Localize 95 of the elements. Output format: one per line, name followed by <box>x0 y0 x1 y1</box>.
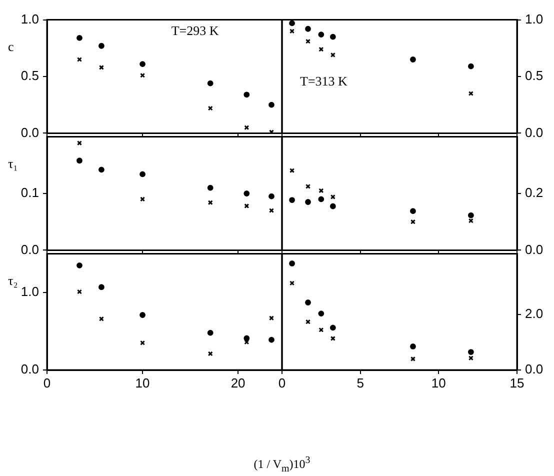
y-tick-label: 0.5 <box>20 68 39 84</box>
point <box>305 300 311 306</box>
y-tick-label: 2.0 <box>525 306 544 322</box>
point <box>244 203 250 208</box>
y-tick-label: 0.2 <box>525 185 544 200</box>
point <box>268 208 274 214</box>
point <box>290 280 295 286</box>
point <box>468 212 474 218</box>
point <box>76 262 82 268</box>
point <box>76 56 82 62</box>
point <box>318 310 324 317</box>
y-axis-title: τ₁ <box>8 156 18 172</box>
point <box>318 46 324 52</box>
point <box>330 336 336 341</box>
point <box>140 312 146 318</box>
x-tick-label: 0 <box>278 375 286 390</box>
y-tick-label: 0.0 <box>20 362 39 377</box>
x-tick-label: 5 <box>356 375 364 390</box>
x-tick-label: 10 <box>135 375 150 390</box>
point <box>330 203 336 210</box>
point <box>244 335 250 342</box>
point <box>468 90 474 96</box>
point <box>244 92 250 98</box>
y-tick-label: 1.0 <box>525 11 544 26</box>
y-axis-title: c <box>8 39 14 54</box>
point <box>289 197 295 203</box>
x-tick-label: 0 <box>43 375 51 390</box>
point <box>410 219 416 224</box>
point <box>140 340 146 346</box>
point <box>305 199 311 205</box>
point <box>244 125 250 130</box>
point <box>289 20 295 26</box>
point <box>76 158 82 164</box>
point <box>290 28 295 34</box>
point <box>330 52 336 58</box>
point <box>268 102 274 108</box>
point <box>468 63 474 70</box>
point <box>289 260 295 266</box>
point <box>244 190 250 196</box>
point <box>410 344 416 350</box>
point <box>140 196 146 202</box>
y-tick-label: 0.1 <box>20 185 39 200</box>
point <box>140 72 146 78</box>
y-tick-label: 0.0 <box>525 242 544 257</box>
annotation: T=293 K <box>171 23 220 38</box>
point <box>76 289 82 294</box>
point <box>140 171 146 178</box>
point <box>410 356 416 362</box>
point <box>318 327 324 332</box>
point <box>468 349 474 355</box>
point <box>208 351 213 356</box>
point <box>468 356 474 361</box>
x-axis-title: (1 / V$_{m}$)10$^{3}$ <box>254 455 310 474</box>
x-tick-label: 15 <box>510 375 524 390</box>
point <box>207 184 214 191</box>
point <box>268 336 274 343</box>
point <box>318 188 324 194</box>
y-tick-label: 0.0 <box>20 242 39 257</box>
y-tick-label: 0.0 <box>525 124 544 140</box>
point <box>318 196 324 202</box>
point <box>98 284 104 290</box>
point <box>268 316 274 321</box>
point <box>305 319 311 324</box>
y-tick-label: 1.0 <box>20 11 39 26</box>
y-tick-label: 0.0 <box>525 362 544 377</box>
point <box>208 106 213 111</box>
point <box>98 316 104 322</box>
point <box>76 140 82 146</box>
annotation: T=313 K <box>300 74 348 89</box>
point <box>330 34 336 40</box>
point <box>410 208 416 214</box>
point <box>207 330 214 336</box>
point <box>330 194 336 200</box>
point <box>305 38 311 44</box>
y-tick-label: 0.5 <box>525 68 544 84</box>
point <box>98 64 104 70</box>
point <box>208 200 213 206</box>
x-tick-label: 20 <box>230 375 246 390</box>
point <box>318 32 324 38</box>
point <box>305 184 311 189</box>
point <box>268 193 274 200</box>
point <box>140 61 146 67</box>
point <box>76 34 82 41</box>
point <box>98 166 104 173</box>
y-tick-label: 1.0 <box>20 284 39 300</box>
point <box>468 218 474 224</box>
point <box>98 42 104 49</box>
point <box>330 324 336 331</box>
point <box>410 56 416 62</box>
y-tick-label: 0.0 <box>20 124 39 140</box>
point <box>290 168 295 174</box>
x-tick-label: 10 <box>431 375 446 390</box>
point <box>207 80 214 86</box>
point <box>305 26 311 32</box>
y-axis-title: τ₂ <box>8 273 18 288</box>
